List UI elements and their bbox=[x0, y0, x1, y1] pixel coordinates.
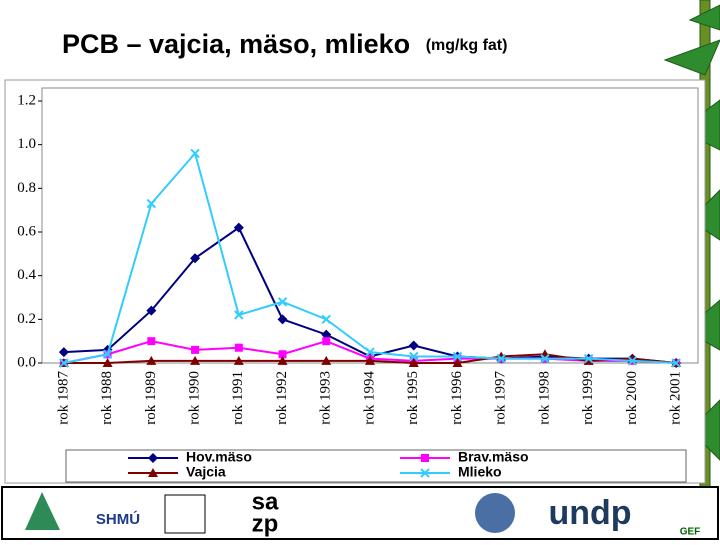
data-point bbox=[408, 358, 419, 367]
data-point bbox=[102, 349, 113, 359]
x-tick-label: rok 1990 bbox=[187, 371, 203, 425]
data-point bbox=[277, 314, 288, 325]
data-point bbox=[408, 340, 419, 351]
legend-box bbox=[65, 449, 687, 483]
x-tick-label: rok 1999 bbox=[580, 371, 596, 425]
x-tick-label: rok 1993 bbox=[318, 371, 334, 425]
bamboo-leaf bbox=[688, 4, 720, 31]
data-point bbox=[671, 358, 681, 368]
data-point bbox=[191, 345, 200, 354]
legend-marker bbox=[148, 453, 158, 463]
data-point bbox=[583, 353, 594, 364]
data-point bbox=[234, 310, 244, 320]
legend-marker bbox=[421, 454, 429, 462]
x-tick-label: rok 1996 bbox=[449, 371, 465, 425]
y-tick-label: 0.0 bbox=[17, 354, 36, 370]
bamboo-leaf bbox=[663, 39, 720, 76]
y-tick-label: 1.2 bbox=[17, 92, 36, 108]
data-point bbox=[146, 198, 157, 209]
data-point bbox=[147, 337, 156, 346]
plot-area bbox=[41, 87, 699, 364]
logo-strip bbox=[1, 486, 719, 540]
data-point bbox=[190, 253, 201, 264]
logo-text: sa bbox=[252, 488, 279, 515]
x-tick-label: rok 1992 bbox=[274, 371, 290, 425]
data-point bbox=[583, 355, 594, 365]
legend-marker bbox=[420, 468, 430, 478]
data-point bbox=[321, 355, 332, 365]
legend-label: Mlieko bbox=[458, 464, 502, 480]
logo-box bbox=[164, 494, 206, 534]
legend-label: Vajcia bbox=[186, 464, 226, 480]
logo-text: GEF bbox=[680, 527, 701, 538]
logo-text: zp bbox=[252, 510, 279, 537]
data-point bbox=[190, 355, 201, 365]
chart-title: PCB – vajcia, mäso, mlieko (mg/kg fat) bbox=[62, 29, 507, 59]
data-point bbox=[233, 355, 244, 365]
x-tick-label: rok 2000 bbox=[624, 371, 640, 425]
data-point bbox=[452, 358, 463, 367]
y-tick-label: 0.2 bbox=[17, 311, 36, 327]
x-tick-label: rok 1988 bbox=[99, 371, 115, 425]
y-tick-label: 0.8 bbox=[17, 180, 36, 196]
logo-text: SHMÚ bbox=[96, 510, 140, 528]
legend-label: Hov.mäso bbox=[186, 449, 252, 465]
data-point bbox=[277, 297, 288, 307]
data-point bbox=[234, 343, 243, 352]
data-point bbox=[540, 353, 550, 364]
data-point bbox=[278, 350, 287, 359]
data-point bbox=[627, 356, 638, 366]
x-tick-label: rok 1994 bbox=[361, 371, 377, 425]
data-point bbox=[146, 355, 157, 365]
data-point bbox=[321, 314, 331, 325]
title-text: PCB – vajcia, mäso, mlieko bbox=[62, 29, 410, 59]
unit-text: (mg/kg fat) bbox=[426, 37, 508, 54]
data-point bbox=[190, 148, 200, 159]
tree-logo bbox=[25, 492, 60, 530]
data-point bbox=[365, 355, 375, 365]
y-tick-label: 0.4 bbox=[17, 267, 36, 283]
y-tick-label: 1.0 bbox=[17, 136, 36, 152]
un-logo bbox=[475, 493, 515, 533]
data-point bbox=[59, 358, 69, 368]
data-point bbox=[233, 222, 244, 233]
data-point bbox=[277, 355, 288, 365]
data-point bbox=[322, 337, 331, 346]
logo-text: undp bbox=[548, 494, 631, 532]
x-tick-label: rok 2001 bbox=[668, 371, 684, 425]
x-tick-label: rok 1989 bbox=[143, 371, 159, 425]
x-tick-label: rok 1987 bbox=[55, 371, 71, 425]
data-point bbox=[58, 347, 69, 358]
x-tick-label: rok 1995 bbox=[405, 371, 421, 425]
data-point bbox=[452, 351, 463, 362]
chart: 0.0 0.2 0.4 0.6 0.8 1.0 1.2 rok 1987 rok 1988 rok… bbox=[17, 92, 683, 479]
y-tick-label: 0.6 bbox=[17, 223, 36, 239]
data-point bbox=[321, 329, 332, 340]
x-tick-label: rok 1998 bbox=[536, 371, 552, 425]
x-tick-label: rok 1991 bbox=[230, 371, 246, 425]
legend-marker bbox=[148, 468, 158, 477]
data-point bbox=[365, 347, 375, 357]
logos: SHMÚ sa zp undp GEF bbox=[25, 488, 701, 538]
data-point bbox=[496, 353, 506, 364]
data-point bbox=[409, 351, 419, 362]
legend-label: Brav.mäso bbox=[458, 449, 529, 465]
x-tick-label: rok 1997 bbox=[493, 371, 509, 425]
data-point bbox=[102, 358, 113, 367]
data-point bbox=[146, 305, 157, 316]
